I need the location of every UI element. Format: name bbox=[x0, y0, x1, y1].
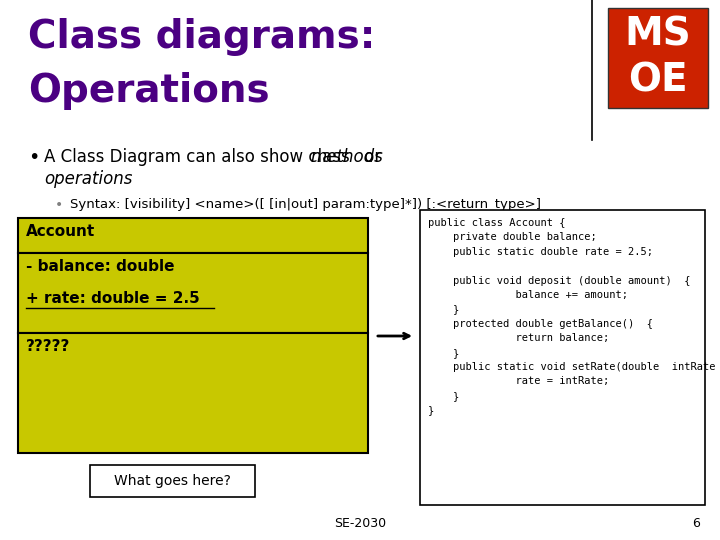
Bar bbox=[90, 465, 255, 497]
Bar bbox=[608, 8, 708, 108]
Text: Account: Account bbox=[26, 224, 95, 239]
Text: or: or bbox=[359, 148, 382, 166]
Text: •: • bbox=[28, 148, 40, 167]
Text: operations: operations bbox=[44, 170, 132, 188]
Text: MS: MS bbox=[625, 16, 691, 54]
Bar bbox=[18, 333, 368, 453]
Bar bbox=[18, 218, 368, 253]
Text: methods: methods bbox=[310, 148, 383, 166]
Text: Class diagrams:: Class diagrams: bbox=[28, 18, 375, 56]
Text: - balance: double: - balance: double bbox=[26, 259, 174, 274]
Text: SE-2030: SE-2030 bbox=[334, 517, 386, 530]
Bar bbox=[18, 253, 368, 333]
Text: Syntax: [visibility] <name>([ [in|out] param:type]*]) [:<return_type>]: Syntax: [visibility] <name>([ [in|out] p… bbox=[70, 198, 541, 211]
Text: OE: OE bbox=[628, 62, 688, 100]
Text: + rate: double = 2.5: + rate: double = 2.5 bbox=[26, 291, 199, 306]
Text: 6: 6 bbox=[692, 517, 700, 530]
Text: What goes here?: What goes here? bbox=[114, 474, 231, 488]
Text: Operations: Operations bbox=[28, 72, 269, 110]
Text: A Class Diagram can also show class: A Class Diagram can also show class bbox=[44, 148, 355, 166]
Text: ?????: ????? bbox=[26, 339, 71, 354]
Bar bbox=[420, 210, 705, 505]
Text: public class Account {
    private double balance;
    public static double rate: public class Account { private double ba… bbox=[428, 218, 720, 415]
Text: •: • bbox=[55, 198, 63, 212]
